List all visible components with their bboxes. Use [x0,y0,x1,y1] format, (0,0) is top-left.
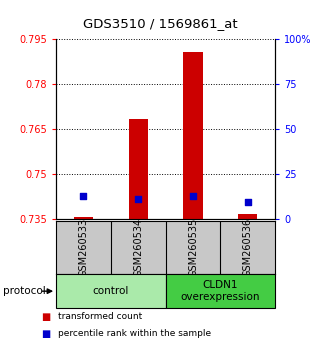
Point [245,199,250,205]
Text: ■: ■ [42,329,51,339]
Point [136,196,141,202]
Point [190,193,196,199]
Text: GDS3510 / 1569861_at: GDS3510 / 1569861_at [83,17,237,30]
Text: control: control [92,286,129,296]
Bar [74,217,93,219]
Text: GSM260535: GSM260535 [188,218,198,278]
Point [81,193,86,199]
Bar [129,119,148,219]
Text: CLDN1
overexpression: CLDN1 overexpression [181,280,260,302]
Text: percentile rank within the sample: percentile rank within the sample [58,329,211,338]
Bar [183,52,203,219]
Text: ■: ■ [42,312,51,322]
Text: transformed count: transformed count [58,312,142,321]
Text: protocol: protocol [3,286,46,296]
Text: GSM260534: GSM260534 [133,218,143,278]
Bar [166,274,275,308]
Bar [238,214,257,219]
Text: GSM260536: GSM260536 [243,218,253,278]
Text: GSM260533: GSM260533 [78,218,88,278]
Bar [56,274,166,308]
